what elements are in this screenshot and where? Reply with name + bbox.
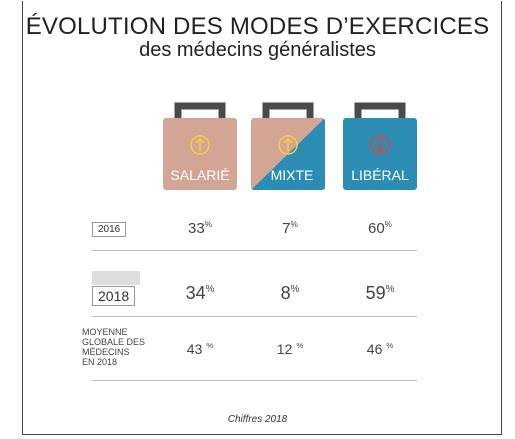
cell: 34% <box>160 283 240 304</box>
cell: 12% <box>250 341 330 357</box>
row-label: MOYENNE GLOBALE DES MÉDECINS EN 2018 <box>82 327 145 367</box>
title: ÉVOLUTION DES MODES D’EXERCICES <box>25 13 490 40</box>
cell-value: 12 <box>276 341 293 357</box>
cell-value: 43 <box>186 341 203 357</box>
cell-value: 34 <box>185 283 206 303</box>
frame <box>22 1 502 435</box>
cell: 8% <box>250 283 330 304</box>
cell: 33% <box>160 220 240 237</box>
column-label: SALARIÉ <box>170 167 229 183</box>
cell-unit: % <box>385 284 395 295</box>
row-label-line: MÉDECINS <box>82 347 130 357</box>
cell: 7% <box>250 220 330 237</box>
cell-unit: % <box>386 341 394 351</box>
cell-value: 46 <box>366 341 383 357</box>
cell-unit: % <box>290 284 300 295</box>
cell-value: 60 <box>367 220 385 237</box>
footer: Chiffres 2018 <box>227 414 288 425</box>
row-label-line: MOYENNE <box>82 327 128 337</box>
year-tab <box>92 271 140 285</box>
briefcases: SALARIÉ MIXTE LIBÉRAL <box>163 102 417 190</box>
cell-unit: % <box>206 341 214 351</box>
cell: 60% <box>340 220 420 237</box>
cell-unit: % <box>384 220 393 229</box>
row-label-line: GLOBALE DES <box>82 337 146 347</box>
cell-value: 8 <box>280 283 291 303</box>
cell-unit: % <box>290 220 298 229</box>
handles <box>174 102 406 120</box>
row-label-line: EN 2018 <box>82 357 118 367</box>
cell: 43% <box>160 341 240 357</box>
separator <box>92 250 417 251</box>
row-label: 2016 <box>92 222 127 237</box>
column-label: MIXTE <box>271 167 314 183</box>
separator <box>92 316 417 317</box>
row-label: 2018 <box>92 286 136 306</box>
cell-value: 7 <box>282 220 291 237</box>
cell: 59% <box>340 283 420 304</box>
cell-value: 59 <box>365 283 386 303</box>
column-label: LIBÉRAL <box>351 167 409 183</box>
cell-unit: % <box>204 220 213 229</box>
icons <box>190 135 390 155</box>
subtitle: des médecins généralistes <box>139 39 376 61</box>
separator <box>92 380 417 381</box>
cell-value: 33 <box>187 220 205 237</box>
cell: 46% <box>340 341 420 357</box>
cell-unit: % <box>205 284 215 295</box>
cell-unit: % <box>296 341 304 351</box>
